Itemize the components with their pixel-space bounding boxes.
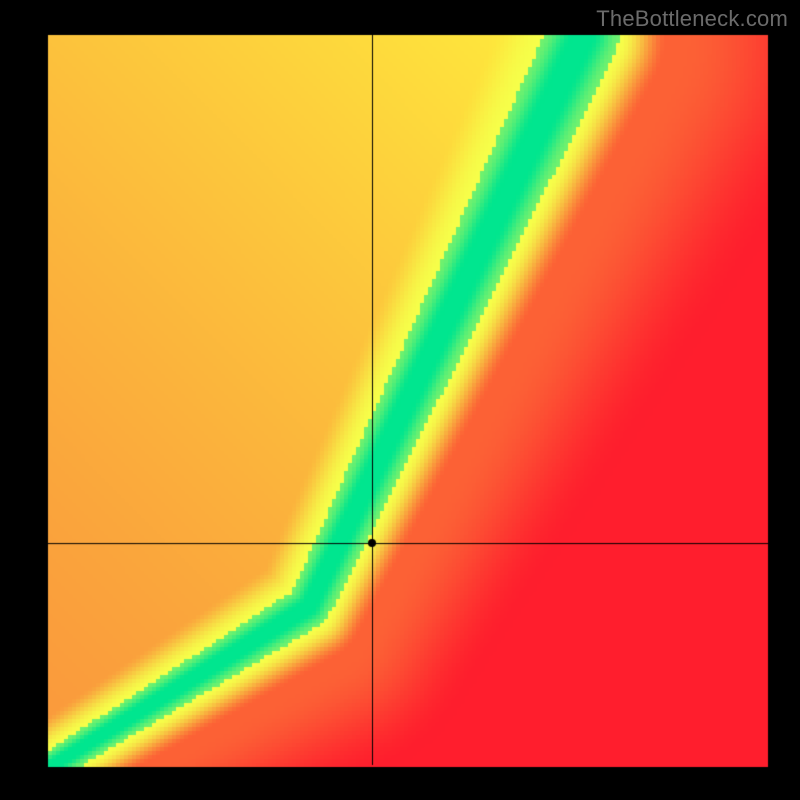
chart-container: TheBottleneck.com — [0, 0, 800, 800]
bottleneck-heatmap — [0, 0, 800, 800]
watermark-text: TheBottleneck.com — [596, 6, 788, 32]
